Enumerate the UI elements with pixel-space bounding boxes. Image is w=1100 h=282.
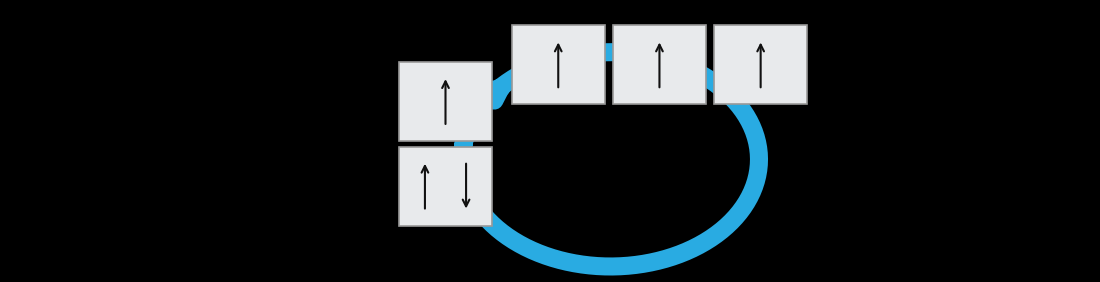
Bar — [399, 62, 493, 141]
Bar — [399, 147, 493, 226]
Text: 2p: 2p — [465, 25, 492, 43]
Bar — [512, 25, 605, 104]
Bar — [714, 25, 807, 104]
Bar — [613, 25, 706, 104]
